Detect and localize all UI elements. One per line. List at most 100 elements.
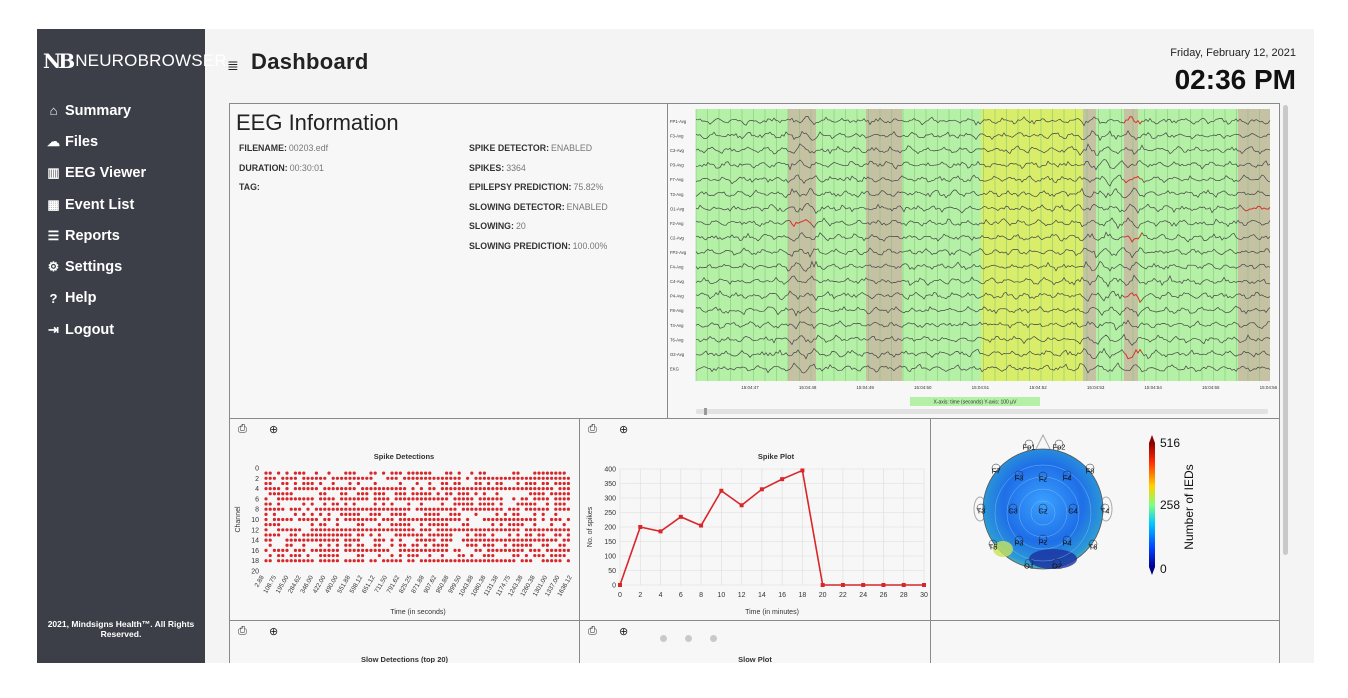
spike-point [545,507,549,511]
spike-point [407,553,411,558]
spike-point [432,548,436,552]
spike-point [562,481,566,486]
app-logo[interactable]: NB NEUROBROWSER [43,49,227,73]
info-row: SLOWING DETECTOR: ENABLED [469,202,608,212]
spike-point [512,528,516,532]
spike-point [491,517,495,522]
spike-point [268,476,272,480]
spike-point [411,497,415,501]
zoom-icon[interactable]: ⊕ [269,626,279,638]
spike-point [524,528,528,532]
spike-point [512,538,516,542]
print-icon[interactable]: ⎙ [238,423,247,435]
electrode-label: F7 [992,467,1001,476]
spike-point [356,492,360,496]
spike-point [302,559,306,563]
spike-point [306,517,310,522]
sidebar-item-logout[interactable]: ⇥ Logout [46,314,146,345]
spike-point [340,528,344,532]
menu-toggle-icon[interactable]: ≣ [227,57,239,73]
spike-point [537,487,541,491]
sidebar-item-eeg-viewer[interactable]: ▥ EEG Viewer [46,158,146,189]
print-icon[interactable]: ⎙ [238,625,247,637]
spike-point [516,517,520,522]
spike-point [390,476,394,480]
electrode-label: P3 [1014,539,1023,548]
spike-point [293,528,297,532]
spike-point [327,528,331,532]
spike-point [487,517,491,522]
spike-point [432,517,436,522]
spike-point [394,476,398,480]
spike-point [335,543,339,547]
sidebar-item-settings[interactable]: ⚙ Settings [46,251,146,282]
page-scrollbar[interactable] [1283,105,1288,555]
spike-point [550,492,554,496]
y-tick-label: 4 [255,486,259,493]
spike-point [436,559,440,563]
spike-point [264,559,268,563]
spike-point [356,517,360,522]
sidebar-item-reports[interactable]: ☰ Reports [46,220,146,251]
spike-point [474,548,478,552]
print-icon[interactable]: ⎙ [588,423,597,435]
electrode-marker [1014,470,1024,480]
spike-point [264,497,268,501]
spike-point [306,553,310,558]
zoom-icon[interactable]: ⊕ [269,424,279,436]
spike-point [499,548,503,552]
spike-point [289,559,293,563]
eeg-viewer-panel[interactable]: FP1-Avg F3-Avg C3-Avg P3-Avg F7-Avg T3-Avg O1-… [667,103,1280,419]
electrode-label: O1 [1024,562,1034,571]
zoom-icon[interactable]: ⊕ [619,626,629,638]
spike-point [440,507,444,511]
spike-point [495,476,499,480]
y-tick-label: 150 [604,539,616,546]
sidebar-item-files[interactable]: ☁ Files [46,126,146,157]
spike-point [340,492,344,496]
spike-point [344,497,348,501]
spike-point [457,476,461,480]
eeg-trace-plot[interactable]: FP1-Avg F3-Avg C3-Avg P3-Avg F7-Avg T3-Avg O1-… [668,104,1279,418]
spike-point [323,523,327,527]
spike-point [445,471,449,475]
spike-point [302,548,306,552]
header-time: 02:36 PM [1174,64,1296,95]
spike-point [390,487,394,491]
spike-point [491,502,495,506]
data-point [922,583,926,587]
spike-point [474,507,478,511]
spike-point [541,492,545,496]
spike-point [390,538,394,542]
spike-point [474,538,478,542]
data-point [881,583,886,587]
spike-point [524,538,528,542]
spike-point [268,487,272,491]
spike-point [529,481,533,486]
x-tick-label: 26 [880,592,888,599]
spike-point [554,559,558,563]
spike-point [373,492,377,496]
spike-point [268,559,272,563]
spike-band [1238,109,1270,381]
spike-point [335,533,339,537]
print-icon[interactable]: ⎙ [588,625,597,637]
sidebar-item-summary[interactable]: ⌂ Summary [46,95,146,126]
spike-point [285,497,289,501]
sidebar-item-event-list[interactable]: ▦ Event List [46,189,146,220]
spike-point [487,553,491,558]
spike-point [377,528,381,532]
spike-point [398,497,402,501]
carousel-dots[interactable] [660,635,717,642]
spike-point [415,548,419,552]
zoom-icon[interactable]: ⊕ [619,424,629,436]
spike-point [272,548,276,552]
sidebar-item-help[interactable]: ? Help [46,283,146,314]
spike-point [529,492,533,496]
spike-point [398,538,402,542]
spike-point [327,497,331,501]
spike-point [533,481,537,486]
info-label: FILENAME: [239,143,287,153]
spike-point [487,487,491,491]
channel-trace [695,174,1271,187]
